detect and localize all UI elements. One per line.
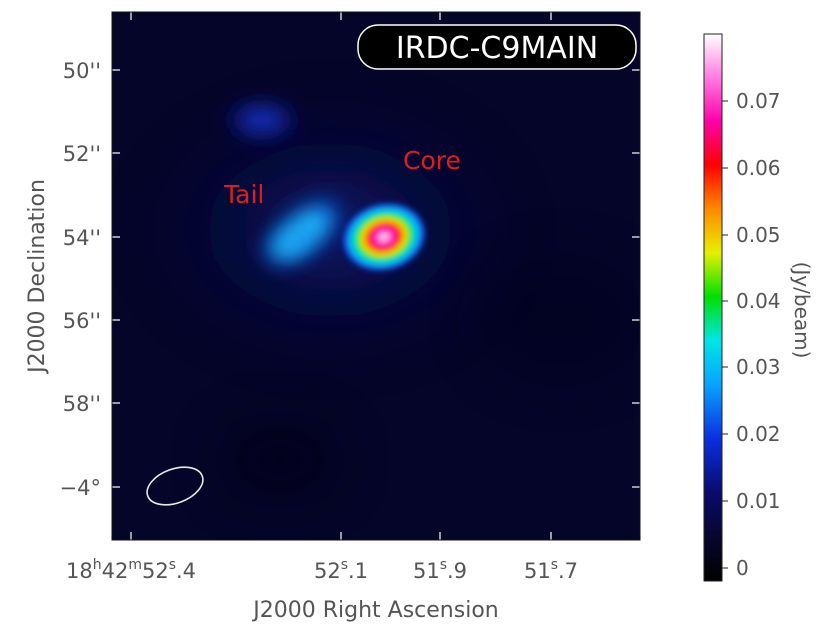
y-tick-label: 52'' <box>63 142 101 166</box>
colorbar-ticks <box>722 100 728 569</box>
colorbar-tick-label: 0.01 <box>736 489 781 513</box>
colorbar-tick-label: 0.03 <box>736 355 781 379</box>
y-tick-label: 50'' <box>63 59 101 83</box>
emission-layer <box>130 90 640 500</box>
frame-ticks <box>112 12 640 540</box>
y-tick-label: 54'' <box>63 226 101 250</box>
chart-title: IRDC-C9MAIN <box>396 31 598 66</box>
beam-ellipse <box>146 466 204 506</box>
tail-emission-ext <box>260 223 316 267</box>
plot-frame <box>111 11 641 541</box>
x-tick-label: 51s.9 <box>413 557 467 583</box>
colorbar-tick-label: 0 <box>736 556 749 580</box>
annotation-tail: Tail <box>223 180 264 209</box>
x-tick-labels: 18h42m52s.4 52s.1 51s.9 51s.7 <box>66 557 578 583</box>
y-tick-labels: 50'' 52'' 54'' 56'' 58'' −4° <box>60 59 101 500</box>
y-tick-label: −4° <box>60 476 101 500</box>
colorbar-tick-label: 0.07 <box>736 89 781 113</box>
y-axis-title: J2000 Declination <box>25 179 50 375</box>
colorbar-scale <box>703 33 723 582</box>
x-tick-label: 52s.1 <box>314 557 368 583</box>
colorbar: 0 0.01 0.02 0.03 0.04 0.05 0.06 0.07 (Jy… <box>703 33 814 582</box>
x-tick-label: 18h42m52s.4 <box>66 557 196 583</box>
colorbar-tick-label: 0.02 <box>736 422 781 446</box>
colorbar-tick-label: 0.05 <box>736 223 781 247</box>
y-tick-label: 56'' <box>63 309 101 333</box>
faint-blob <box>224 100 300 140</box>
title-badge: IRDC-C9MAIN <box>357 24 637 70</box>
dark-patch <box>220 420 340 500</box>
map-panel: IRDC-C9MAIN Core Tail <box>111 11 641 541</box>
title-box <box>357 24 637 70</box>
colorbar-unit-label: (Jy/beam) <box>790 262 814 359</box>
colorbar-tick-label: 0.06 <box>736 156 781 180</box>
core-emission <box>340 201 428 273</box>
y-tick-label: 58'' <box>63 392 101 416</box>
dark-patch <box>480 260 640 380</box>
x-axis-title: J2000 Right Ascension <box>251 598 498 623</box>
x-tick-label: 51s.7 <box>524 557 578 583</box>
annotation-core: Core <box>403 146 461 175</box>
colorbar-tick-label: 0.04 <box>736 289 781 313</box>
